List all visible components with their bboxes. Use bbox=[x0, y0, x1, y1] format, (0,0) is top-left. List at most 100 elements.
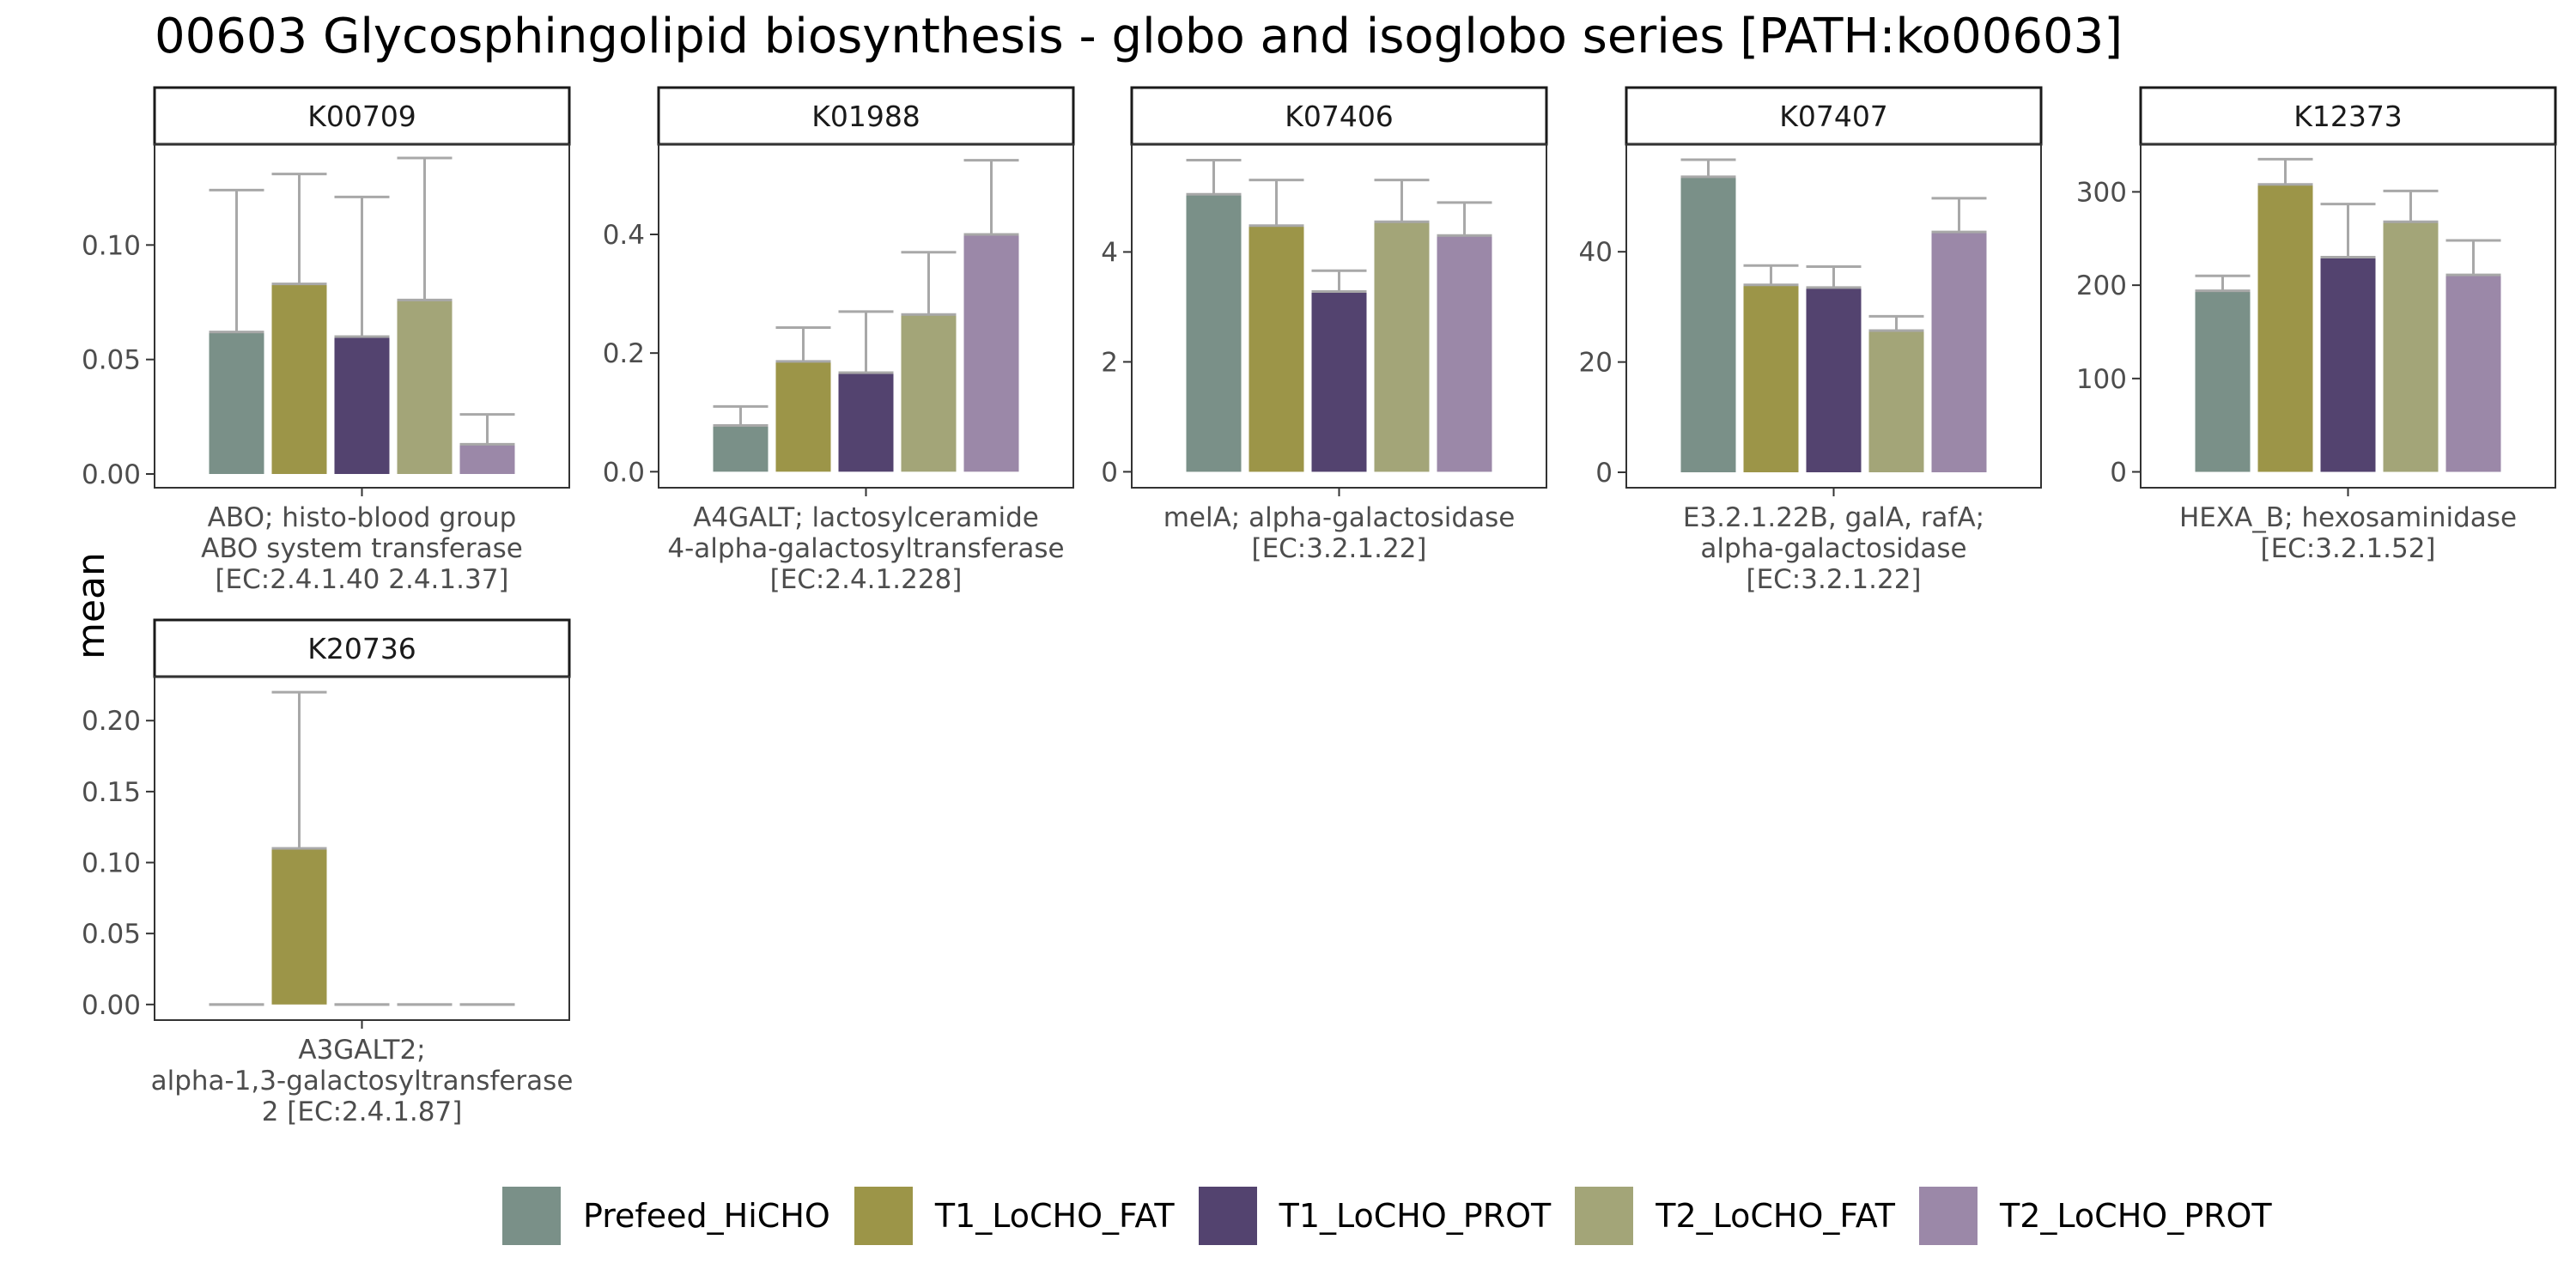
legend-item: T1_LoCHO_PROT bbox=[1198, 1187, 1552, 1245]
y-tick-label: 20 bbox=[1579, 348, 1613, 379]
x-tick-label: [EC:2.4.1.40 2.4.1.37] bbox=[215, 564, 508, 595]
facet-panel: K20736 0.00 0.05 0.10 0.15 0.20 A3GALT2;alpha-… bbox=[82, 618, 574, 1127]
facet-strip bbox=[2139, 86, 2557, 146]
y-tick-label: 0.00 bbox=[82, 459, 141, 490]
y-axis-label: mean bbox=[69, 552, 113, 659]
bar bbox=[713, 425, 769, 472]
bar bbox=[1437, 235, 1492, 472]
bar bbox=[209, 331, 264, 474]
legend-label: T2_LoCHO_FAT bbox=[1656, 1197, 1896, 1235]
x-tick-label: [EC:3.2.1.52] bbox=[2260, 533, 2435, 564]
bar bbox=[1868, 331, 1924, 473]
legend-label: T1_LoCHO_FAT bbox=[934, 1197, 1175, 1235]
y-tick-label: 0.2 bbox=[603, 338, 645, 369]
bar bbox=[1743, 284, 1799, 473]
bar bbox=[1311, 291, 1367, 472]
x-tick-label: A4GALT; lactosylceramide bbox=[693, 502, 1039, 533]
legend-label: T2_LoCHO_PROT bbox=[2000, 1197, 2272, 1235]
facet-panel: K00709 0.00 0.05 0.10 ABO; histo-blood group… bbox=[82, 86, 571, 595]
y-tick-label: 40 bbox=[1579, 237, 1613, 268]
legend: Prefeed_HiCHO T1_LoCHO_FAT T1_LoCHO_PROT… bbox=[502, 1187, 2296, 1245]
bar bbox=[2383, 222, 2439, 472]
bar bbox=[1374, 222, 1430, 472]
legend-label: Prefeed_HiCHO bbox=[583, 1197, 830, 1235]
facet-strip bbox=[153, 86, 571, 146]
y-tick-label: 0.4 bbox=[603, 220, 645, 251]
x-tick-label: ABO; histo-blood group bbox=[208, 502, 517, 533]
legend-item: Prefeed_HiCHO bbox=[502, 1187, 830, 1245]
y-tick-label: 0.20 bbox=[82, 706, 141, 737]
bar bbox=[775, 361, 831, 472]
facet-strip-label: K07406 bbox=[1285, 100, 1394, 133]
facet-strip-label: K20736 bbox=[307, 632, 416, 665]
bar bbox=[334, 337, 390, 474]
x-tick-label: E3.2.1.22B, galA, rafA; bbox=[1683, 502, 1984, 533]
x-tick-label: 4-alpha-galactosyltransferase bbox=[667, 533, 1064, 564]
legend-swatch bbox=[854, 1187, 913, 1245]
facet-panel: K01988 0.0 0.2 0.4 A4GALT; lactosylceramide4… bbox=[603, 86, 1075, 595]
x-tick-label: [EC:2.4.1.228] bbox=[770, 564, 963, 595]
bar bbox=[397, 300, 453, 474]
x-tick-label: A3GALT2; bbox=[298, 1035, 425, 1066]
bar bbox=[2195, 290, 2251, 472]
facet-panel: K07407 0 20 40 E3.2.1.22B, galA, rafA;alpha-… bbox=[1579, 86, 2043, 595]
bar bbox=[459, 444, 515, 474]
legend-swatch bbox=[502, 1187, 561, 1245]
facet-panel: K12373 0 100 200 300 HEXA_B; hexosaminidase[E… bbox=[2076, 86, 2557, 564]
y-tick-label: 0 bbox=[2110, 458, 2127, 489]
bar bbox=[2445, 275, 2501, 472]
y-tick-label: 2 bbox=[1101, 347, 1118, 378]
x-tick-label: alpha-galactosidase bbox=[1700, 533, 1966, 564]
y-tick-label: 0 bbox=[1595, 458, 1613, 489]
facet-strip bbox=[657, 86, 1075, 146]
y-tick-label: 200 bbox=[2076, 270, 2127, 301]
legend-swatch bbox=[1575, 1187, 1634, 1245]
y-tick-label: 4 bbox=[1101, 237, 1118, 268]
y-tick-label: 0 bbox=[1101, 457, 1118, 488]
bar bbox=[838, 372, 894, 472]
x-tick-label: [EC:3.2.1.22] bbox=[1251, 533, 1426, 564]
facet-strip-label: K07407 bbox=[1779, 100, 1888, 133]
y-tick-label: 300 bbox=[2076, 177, 2127, 208]
facet-strip-label: K12373 bbox=[2293, 100, 2403, 133]
facet-strip bbox=[1625, 86, 2043, 146]
y-tick-label: 0.10 bbox=[82, 230, 141, 261]
y-tick-label: 100 bbox=[2076, 364, 2127, 395]
y-tick-label: 0.00 bbox=[82, 990, 141, 1021]
x-tick-label: ABO system transferase bbox=[201, 533, 523, 564]
bar bbox=[1249, 225, 1304, 472]
facet-strip-label: K00709 bbox=[307, 100, 416, 133]
bar bbox=[2257, 184, 2313, 472]
legend-item: T2_LoCHO_PROT bbox=[1919, 1187, 2272, 1245]
bar bbox=[1931, 232, 1987, 473]
y-tick-label: 0.15 bbox=[82, 777, 141, 808]
legend-item: T1_LoCHO_FAT bbox=[854, 1187, 1175, 1245]
y-tick-label: 0.05 bbox=[82, 919, 141, 950]
bar bbox=[1806, 287, 1862, 473]
y-tick-label: 0.10 bbox=[82, 848, 141, 879]
facet-strip bbox=[1130, 86, 1548, 146]
x-tick-label: HEXA_B; hexosaminidase bbox=[2179, 502, 2517, 533]
bar bbox=[963, 234, 1019, 472]
x-tick-label: 2 [EC:2.4.1.87] bbox=[262, 1097, 463, 1127]
panel-border bbox=[154, 676, 570, 1021]
x-tick-label: alpha-1,3-galactosyltransferase bbox=[151, 1066, 574, 1097]
bar bbox=[901, 314, 957, 472]
bar bbox=[271, 848, 327, 1005]
legend-swatch bbox=[1919, 1187, 1978, 1245]
bar bbox=[2320, 257, 2376, 472]
legend-swatch bbox=[1198, 1187, 1257, 1245]
legend-item: T2_LoCHO_FAT bbox=[1575, 1187, 1895, 1245]
bar bbox=[1186, 194, 1242, 472]
y-tick-label: 0.0 bbox=[603, 457, 645, 488]
y-tick-label: 0.05 bbox=[82, 345, 141, 376]
facet-panel: K07406 0 2 4 melA; alpha-galactosidase[EC:3.… bbox=[1101, 86, 1548, 564]
bar bbox=[1680, 176, 1736, 473]
bar bbox=[271, 283, 327, 474]
legend-label: T1_LoCHO_PROT bbox=[1279, 1197, 1552, 1235]
x-tick-label: melA; alpha-galactosidase bbox=[1163, 502, 1516, 533]
x-tick-label: [EC:3.2.1.22] bbox=[1746, 564, 1921, 595]
chart-title: 00603 Glycosphingolipid biosynthesis - g… bbox=[155, 9, 2123, 64]
y-axis-label-wrap: mean bbox=[38, 552, 145, 659]
